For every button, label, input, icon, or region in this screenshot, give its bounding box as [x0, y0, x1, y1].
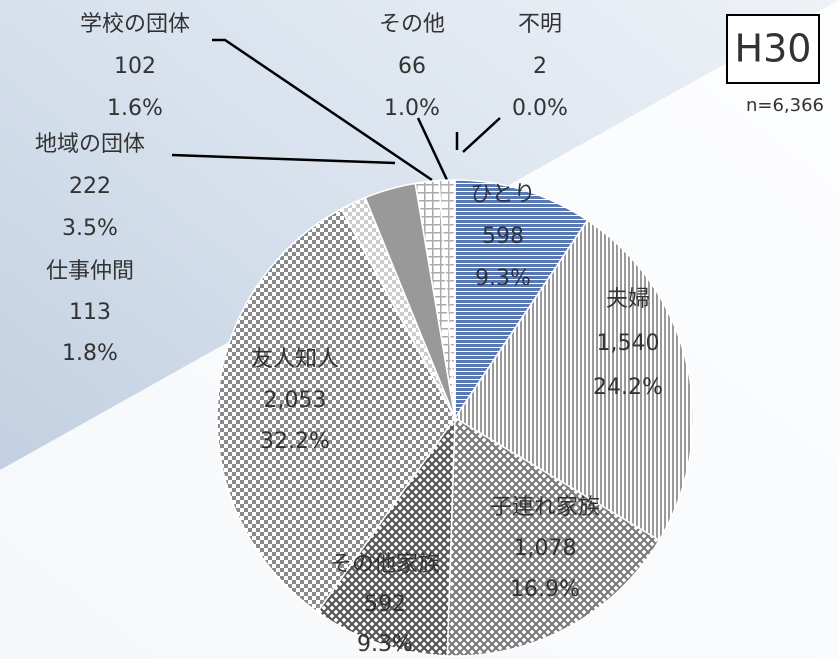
value-label: 102	[114, 54, 156, 79]
percent-label: 0.0%	[512, 96, 568, 121]
leader-lines	[171, 38, 501, 182]
badge	[726, 14, 820, 84]
value-label: 1,078	[514, 536, 577, 561]
pie-slice	[453, 219, 694, 542]
percent-label: 1.6%	[107, 96, 163, 121]
percent-label: 16.9%	[510, 577, 580, 602]
slice-label: 夫婦	[606, 287, 650, 312]
value-label: 592	[364, 592, 406, 617]
percent-label: 32.2%	[260, 429, 330, 454]
percent-label: 24.2%	[593, 375, 663, 400]
value-label: 113	[69, 300, 111, 325]
percent-label: 9.3%	[357, 632, 413, 657]
pie-slice	[446, 416, 661, 657]
value-label: 2	[533, 54, 547, 79]
value-label: 1,540	[597, 331, 660, 356]
slice-label: 友人知人	[251, 347, 339, 372]
pie-slice	[454, 179, 589, 421]
value-label: 66	[398, 54, 426, 79]
slice-label: 子連れ家族	[490, 495, 600, 520]
slice-label: ひとり	[470, 182, 535, 207]
slice-label: 学校の団体	[80, 12, 190, 37]
slice-label: その他家族	[330, 552, 440, 577]
value-label: 222	[69, 174, 111, 199]
percent-label: 3.5%	[62, 216, 118, 241]
percent-label: 1.0%	[384, 96, 440, 121]
badge-text: H30	[735, 27, 812, 71]
sample-size: n=6,366	[746, 95, 824, 116]
pie	[216, 179, 694, 657]
slice-label: 不明	[518, 12, 562, 37]
percent-label: 9.3%	[475, 266, 531, 291]
slice-label: その他	[379, 12, 445, 37]
value-label: 598	[482, 224, 524, 249]
pie-slice	[316, 415, 456, 657]
value-label: 2,053	[264, 388, 327, 413]
percent-label: 1.8%	[62, 341, 118, 366]
slice-label: 地域の団体	[35, 132, 145, 157]
slice-label: 仕事仲間	[46, 259, 134, 284]
